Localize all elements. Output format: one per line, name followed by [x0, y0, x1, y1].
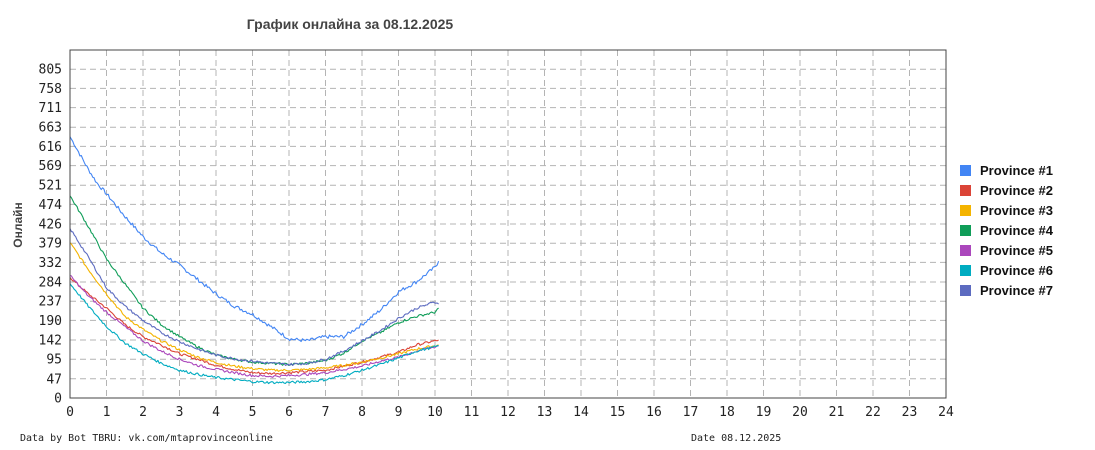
series-line-6 — [69, 283, 439, 385]
y-tick-label: 426 — [39, 218, 62, 233]
series-line-2 — [69, 277, 439, 375]
x-tick-label: 4 — [212, 405, 220, 420]
series-line-3 — [69, 242, 439, 372]
y-tick-label: 142 — [39, 334, 62, 349]
legend-label: Province #4 — [980, 223, 1054, 238]
y-tick-label: 284 — [39, 276, 63, 291]
x-tick-label: 17 — [683, 405, 699, 420]
x-tick-label: 10 — [427, 405, 443, 420]
x-tick-label: 21 — [829, 405, 845, 420]
x-tick-label: 20 — [792, 405, 808, 420]
legend-swatch — [960, 245, 971, 256]
x-tick-label: 9 — [395, 405, 403, 420]
legend-label: Province #3 — [980, 203, 1053, 218]
x-tick-label: 13 — [537, 405, 553, 420]
plot-area — [69, 49, 947, 399]
y-tick-label: 0 — [54, 392, 62, 407]
x-tick-label: 7 — [322, 405, 330, 420]
legend-label: Province #1 — [980, 163, 1053, 178]
x-tick-label: 6 — [285, 405, 293, 420]
x-tick-label: 15 — [610, 405, 626, 420]
legend-label: Province #5 — [980, 243, 1053, 258]
y-tick-label: 663 — [39, 121, 62, 136]
chart-title: График онлайна за 08.12.2025 — [247, 16, 454, 32]
legend-label: Province #7 — [980, 283, 1053, 298]
series-line-1 — [69, 136, 440, 343]
y-tick-label: 474 — [39, 198, 63, 213]
y-axis-label: Онлайн — [11, 202, 25, 248]
x-tick-label: 5 — [249, 405, 257, 420]
x-tick-label: 16 — [646, 405, 662, 420]
legend-swatch — [960, 265, 971, 276]
legend-swatch — [960, 285, 971, 296]
legend: Province #1 Province #2 Province #3 Provinc… — [960, 163, 1054, 298]
legend-swatch — [960, 165, 971, 176]
y-tick-label: 47 — [46, 372, 62, 387]
legend-swatch — [960, 205, 971, 216]
x-tick-label: 0 — [66, 405, 74, 420]
legend-swatch — [960, 185, 971, 196]
x-tick-label: 24 — [938, 405, 954, 420]
legend-label: Province #2 — [980, 183, 1053, 198]
y-tick-label: 95 — [46, 353, 62, 368]
y-tick-label: 569 — [39, 159, 62, 174]
x-tick-label: 18 — [719, 405, 735, 420]
x-tick-label: 23 — [902, 405, 918, 420]
y-tick-label: 805 — [39, 63, 62, 78]
series-lines — [69, 136, 440, 385]
x-tick-label: 2 — [139, 405, 147, 420]
y-tick-label: 332 — [39, 256, 62, 271]
x-tick-label: 11 — [464, 405, 480, 420]
axis-ticks: 0 1 2 3 4 5 6 7 8 9 10 11 12 13 14 15 16 17 18 19 20 21 22 23 24… — [39, 63, 954, 420]
series-line-5 — [69, 274, 439, 378]
series-line-4 — [69, 195, 439, 366]
x-tick-label: 3 — [176, 405, 184, 420]
series-line-7 — [69, 228, 439, 366]
footer-source: Data by Bot TBRU: vk.com/mtaprovinceonli… — [20, 433, 273, 444]
x-tick-label: 22 — [865, 405, 881, 420]
y-tick-label: 521 — [39, 179, 62, 194]
y-tick-label: 758 — [39, 82, 62, 97]
x-tick-label: 12 — [500, 405, 516, 420]
y-tick-label: 711 — [39, 101, 62, 116]
footer-date: Date 08.12.2025 — [691, 433, 781, 444]
x-tick-label: 1 — [103, 405, 111, 420]
y-tick-label: 237 — [39, 295, 62, 310]
y-tick-label: 379 — [39, 237, 62, 252]
x-tick-label: 8 — [358, 405, 366, 420]
y-tick-label: 616 — [39, 140, 62, 155]
legend-swatch — [960, 225, 971, 236]
y-tick-label: 190 — [39, 314, 62, 329]
x-tick-label: 14 — [573, 405, 589, 420]
legend-label: Province #6 — [980, 263, 1053, 278]
grid — [70, 50, 946, 398]
x-tick-label: 19 — [756, 405, 772, 420]
